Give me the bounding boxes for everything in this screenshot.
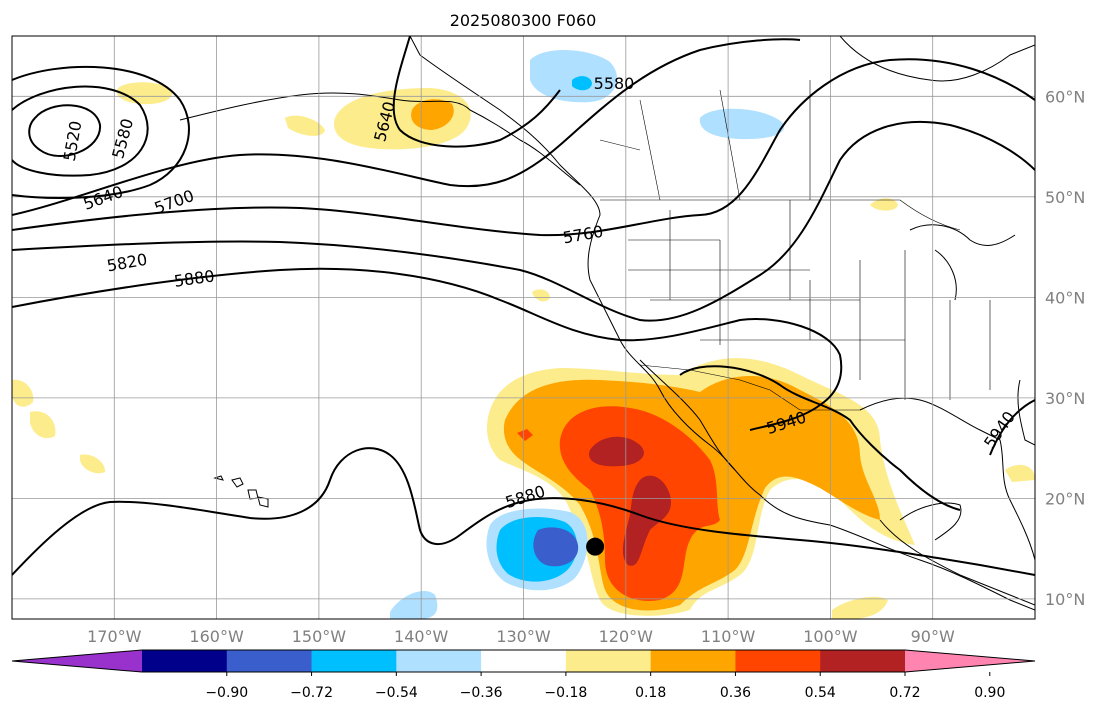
map-frame [11,35,1036,620]
us-mexico-border [639,364,860,411]
longitude-label: 110°W [701,627,756,646]
contour-5640-gulf [392,36,561,148]
colorbar-tick-labels: −0.90 −0.72 −0.54 −0.36 −0.18 0.18 0.36 0.54 0.7… [205,672,1005,701]
longitude-label: 90°W [911,627,955,646]
hawaii-islands [213,475,269,508]
shade-positive-south-1 [832,596,888,619]
colorbar-tick-label: 0.54 [805,685,836,701]
colorbar-extend-low [12,650,142,672]
colorbar-tick-label: −0.36 [460,685,503,701]
yucatan [899,502,962,541]
shade-positive-north-4 [870,198,898,211]
shade-positive-top-1 [589,436,644,467]
colorbar-tick-label: −0.18 [544,685,587,701]
colorbar-segment [565,650,652,672]
shade-negative-high [533,527,579,567]
shade-positive-north-3 [285,115,325,136]
contour-5520 [28,104,102,157]
contour-5760 [12,58,1035,237]
longitude-label: 140°W [394,627,449,646]
alaska-coast [179,92,581,186]
colorbar-segment [226,650,313,672]
map-title: 2025080300 F060 [450,11,597,30]
contour-5820 [12,121,1035,322]
storm-center-dot-icon [586,537,605,556]
shade-positive-small [517,429,533,441]
shade-positive-small-1 [532,289,550,302]
shade-negative-north-2 [699,108,785,140]
colorbar-tick-label: 0.72 [889,685,920,701]
hudson-bay [839,36,1035,82]
contour-5700 [12,38,801,216]
colorbar-tick-label: −0.72 [290,685,333,701]
colorbar-segment [820,650,906,672]
contour-5940 [679,365,961,511]
colorbar-outline [11,649,1036,673]
graticule [12,36,1035,619]
florida [1017,379,1035,446]
latitude-label: 60°N [1045,87,1085,106]
longitude-label: 120°W [599,627,654,646]
longitude-label: 160°W [189,627,244,646]
colorbar [11,649,1036,673]
baja-california [639,359,736,471]
contour-5580 [12,85,149,177]
colorbar-segment [311,650,397,672]
longitude-label: 150°W [292,627,347,646]
state-lines [628,200,991,400]
contour-5880-south [12,447,1035,576]
shade-positive-hawaii-3 [80,454,106,474]
political-borders [599,80,991,411]
colorbar-tick-label: −0.90 [205,685,248,701]
canada-provinces [599,80,811,201]
colorbar-segment [142,650,228,672]
great-lakes [909,224,1016,301]
colorbar-extend-high [905,650,1035,672]
contour-5880 [12,267,843,431]
contour-5940-east [989,399,1035,456]
longitude-label: 100°W [803,627,858,646]
colorbar-tick-label: 0.90 [974,685,1005,701]
shade-negative-north-1 [530,50,618,103]
latitude-label: 50°N [1045,188,1085,207]
shade-negative-north-1-core [572,76,592,91]
colorbar-segment [396,650,482,672]
height-contours [12,36,1035,576]
longitude-label: 170°W [87,627,142,646]
colorbar-tick-label: 0.36 [720,685,751,701]
latitude-label: 10°N [1045,590,1085,609]
colorbar-tick-label: −0.54 [375,685,418,701]
longitude-label: 130°W [496,627,551,646]
latitude-label: 40°N [1045,288,1085,307]
shade-positive-hawaii-1 [12,379,34,407]
colorbar-segment [481,650,567,672]
canada-us-border [600,199,961,231]
shade-positive-gulf [1005,464,1035,482]
shade-negative-south [390,591,438,619]
map-area: 5520 5580 5640 5700 5760 5820 5880 5580 … [12,36,1035,619]
contour-5640-west [12,65,190,199]
latitude-label: 20°N [1045,489,1085,508]
latitude-labels: 60°N 50°N 40°N 30°N 20°N 10°N [1045,87,1085,609]
central-america [879,519,1035,606]
shade-positive-north-1-core [411,99,454,130]
contour-label: 5580 [594,74,635,93]
latitude-label: 30°N [1045,389,1085,408]
colorbar-tick-label: 0.18 [635,685,666,701]
shade-positive-hawaii-2 [30,411,56,439]
colorbar-segment [650,650,736,672]
longitude-labels: 170°W 160°W 150°W 140°W 130°W 120°W 110°W 100°W… [87,627,955,646]
colorbar-segment [735,650,821,672]
